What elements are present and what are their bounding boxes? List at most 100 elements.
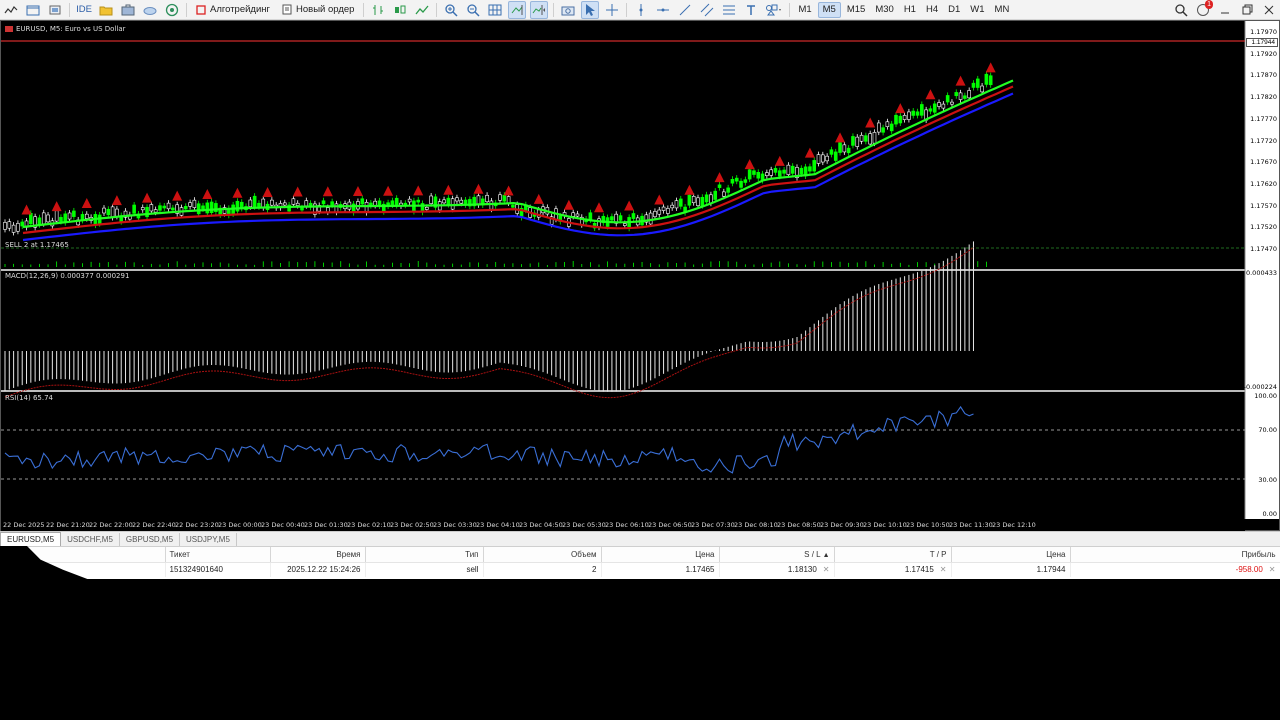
col-type[interactable]: Тип [365, 547, 484, 563]
timeframe-h4[interactable]: H4 [925, 3, 939, 15]
timeframe-m15[interactable]: M15 [846, 3, 866, 15]
time-tick-label: 22 Dec 22:40 [132, 521, 176, 529]
signal-arrow [443, 184, 454, 195]
candle-body [812, 160, 817, 172]
new-order-button[interactable]: Новый ордер [278, 1, 358, 19]
time-tick-label: 23 Dec 04:10 [476, 521, 520, 529]
candle-body [756, 172, 761, 179]
restore-chart-icon[interactable] [1238, 1, 1256, 19]
candle-body [773, 168, 778, 173]
candle-body [330, 201, 334, 206]
candle-body [691, 196, 696, 204]
bar-chart-icon[interactable] [369, 1, 387, 19]
col-profit[interactable]: Прибыль [1070, 547, 1280, 563]
chart-window[interactable]: EURUSD, M5: Euro vs US Dollar SELL 2 at … [0, 20, 1280, 532]
col-open-price[interactable]: Цена [601, 547, 720, 563]
chart-title: EURUSD, M5: Euro vs US Dollar [5, 25, 126, 33]
tab-eurusd-m5[interactable]: EURUSD,M5 [0, 532, 62, 546]
briefcase-icon[interactable] [119, 1, 137, 19]
candle-body [183, 206, 188, 210]
time-tick-label: 22 Dec 21:20 [46, 521, 90, 529]
rsi-scale-70: 70.00 [1258, 426, 1277, 434]
col-tp[interactable]: T / P [834, 547, 952, 563]
candle-body [295, 202, 300, 206]
screenshot-icon[interactable] [559, 1, 577, 19]
chart-canvas[interactable] [1, 21, 1279, 519]
trendline-icon[interactable] [676, 1, 694, 19]
candle-body [945, 95, 950, 103]
minimize-chart-icon[interactable] [1216, 1, 1234, 19]
horizontal-line-icon[interactable] [654, 1, 672, 19]
vertical-line-icon[interactable] [632, 1, 650, 19]
crosshair-icon[interactable] [603, 1, 621, 19]
candle-body [950, 101, 954, 105]
candle-body [653, 211, 657, 218]
close-position-icon[interactable]: ✕ [1268, 565, 1276, 575]
tab-gbpusd-m5[interactable]: GBPUSD,M5 [120, 533, 181, 546]
timeframe-m5[interactable]: M5 [817, 1, 841, 18]
candle-body [704, 194, 709, 203]
folder-icon[interactable] [97, 1, 115, 19]
timeframe-d1[interactable]: D1 [948, 3, 961, 15]
autoscroll-icon[interactable] [508, 0, 527, 19]
timeframe-mn[interactable]: MN [994, 3, 1010, 15]
candle-body [799, 167, 804, 175]
ide-button[interactable]: IDE [75, 1, 93, 19]
timeframe-w1[interactable]: W1 [970, 3, 985, 15]
candle-body [631, 213, 636, 219]
col-sl[interactable]: S / L ▲ [719, 547, 835, 563]
signals-icon[interactable] [163, 1, 181, 19]
candle-body [59, 217, 63, 222]
shapes-icon[interactable] [764, 1, 784, 19]
col-volume[interactable]: Объем [483, 547, 602, 563]
channel-icon[interactable] [698, 1, 716, 19]
candle-body [235, 200, 240, 212]
candle-body [270, 199, 274, 206]
candle-body [394, 197, 399, 206]
candle-body [829, 149, 834, 155]
remove-sl-icon[interactable]: ✕ [822, 565, 830, 575]
notifications-icon[interactable]: 1 [1194, 0, 1213, 19]
window-icon[interactable] [24, 1, 42, 19]
position-row[interactable]: 151324901640 2025.12.22 15:24:26 sell 2 … [0, 562, 1280, 577]
algo-trading-button[interactable]: Алготрейдинг [192, 1, 274, 19]
zoom-out-icon[interactable] [464, 1, 482, 19]
col-time[interactable]: Время [270, 547, 366, 563]
candle-body [20, 221, 25, 227]
candle-body [907, 111, 911, 120]
close-chart-icon[interactable] [1260, 1, 1278, 19]
position-sl: 1.18130 ✕ [719, 562, 835, 577]
candle-body [472, 196, 476, 207]
price-tick-label: 1.17570 [1250, 201, 1277, 210]
candlestick-icon[interactable] [391, 1, 409, 19]
candle-body [201, 205, 205, 210]
zoom-in-icon[interactable] [442, 1, 460, 19]
sell-order-label[interactable]: SELL 2 at 1.17465 [5, 241, 69, 249]
candle-body [248, 199, 253, 208]
chart-style-icon[interactable] [2, 1, 20, 19]
grid-icon[interactable] [486, 1, 504, 19]
candle-body [838, 142, 842, 153]
chart-shift-icon[interactable] [530, 0, 549, 19]
new-chart-icon[interactable] [46, 1, 64, 19]
fibonacci-icon[interactable] [720, 1, 738, 19]
timeframe-m1[interactable]: M1 [798, 3, 812, 15]
tab-usdchf-m5[interactable]: USDCHF,M5 [61, 533, 120, 546]
candle-body [575, 213, 580, 217]
line-chart-icon[interactable] [413, 1, 431, 19]
timeframe-h1[interactable]: H1 [903, 3, 916, 15]
cloud-icon[interactable] [141, 1, 159, 19]
signal-arrow [292, 186, 303, 197]
tab-usdjpy-m5[interactable]: USDJPY,M5 [180, 533, 237, 546]
remove-tp-icon[interactable]: ✕ [939, 565, 947, 575]
timeframe-m30[interactable]: M30 [875, 3, 894, 15]
cursor-icon[interactable] [581, 0, 600, 19]
candle-body [373, 200, 377, 206]
signal-arrow [714, 172, 725, 183]
search-icon[interactable] [1172, 1, 1190, 19]
col-ticket[interactable]: Тикет [165, 547, 271, 563]
text-tool-icon[interactable] [742, 1, 760, 19]
candle-body [106, 208, 111, 216]
time-tick-label: 23 Dec 11:30 [949, 521, 993, 529]
col-price[interactable]: Цена [951, 547, 1071, 563]
